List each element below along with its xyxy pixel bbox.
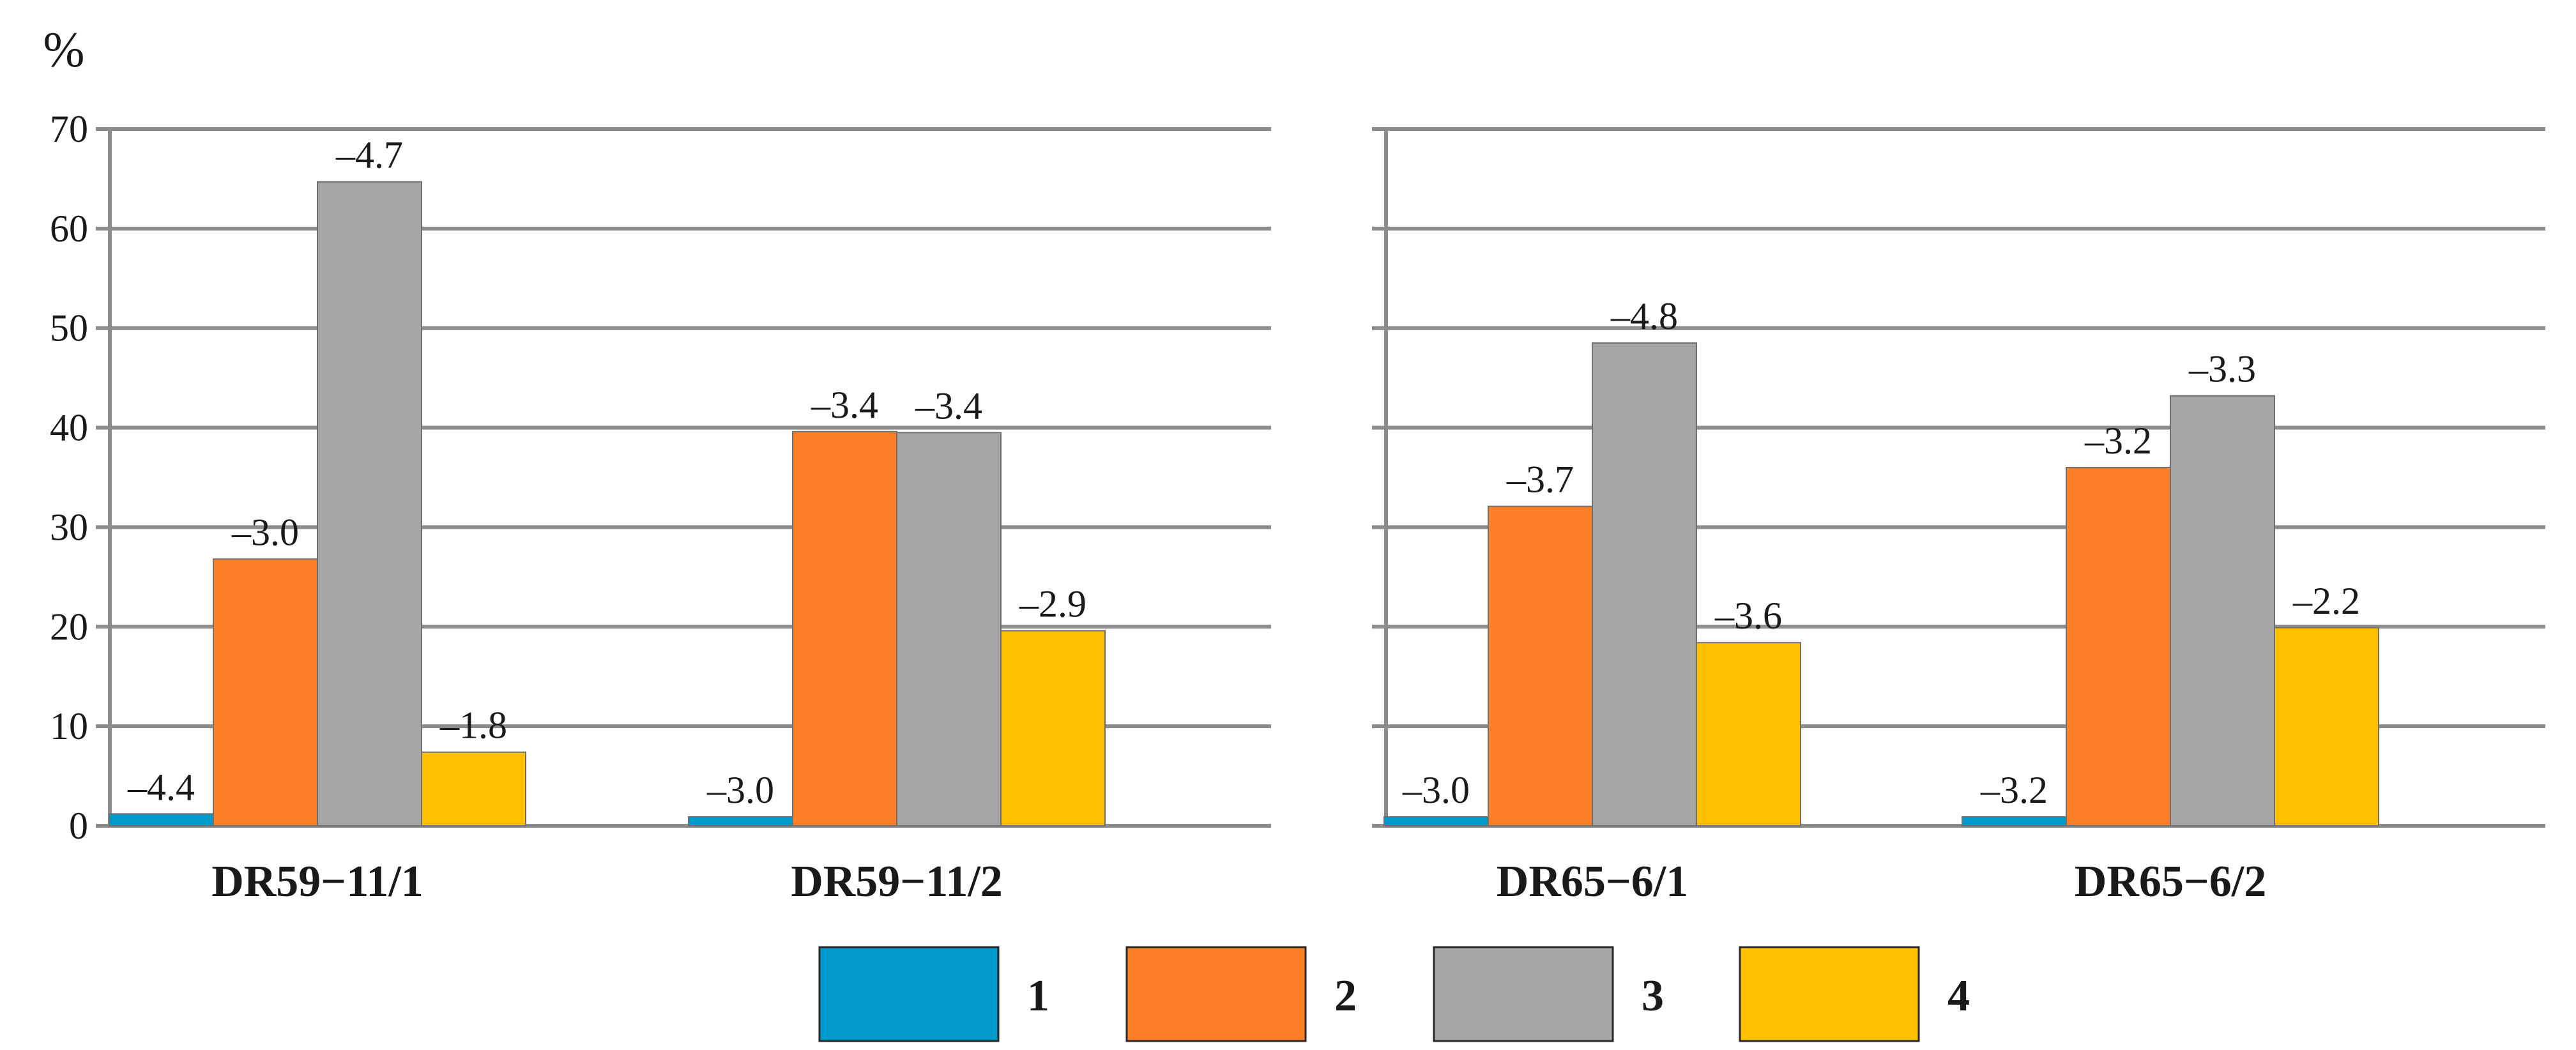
y-tick-label: 0 xyxy=(69,805,88,847)
bar xyxy=(2170,395,2275,826)
legend-swatch xyxy=(1433,946,1614,1042)
bar xyxy=(421,751,526,827)
bar xyxy=(1696,642,1801,826)
legend-swatch xyxy=(1125,946,1307,1042)
y-tick-label: 40 xyxy=(50,407,88,449)
data-label: –3.0 xyxy=(1402,769,1470,811)
data-label: –4.8 xyxy=(1610,295,1678,337)
data-label: –4.4 xyxy=(127,766,195,808)
y-tick-label: 20 xyxy=(50,605,88,648)
data-label: –3.0 xyxy=(706,769,774,811)
bar xyxy=(792,430,897,826)
legend-label: 1 xyxy=(1027,971,1049,1021)
bar xyxy=(317,181,422,826)
data-label: –3.7 xyxy=(1506,459,1574,501)
data-label: –3.0 xyxy=(231,511,299,553)
y-tick-label: 70 xyxy=(50,108,88,150)
category-label: DR65−6/1 xyxy=(1497,857,1688,906)
y-tick-label: 10 xyxy=(50,705,88,747)
y-tick-label: 60 xyxy=(50,208,88,250)
legend-label: 4 xyxy=(1947,971,1970,1021)
chart-panel-right: –3.0 –3.7 –4.8 –3.6 DR65−6/1 –3.2 –3.2 –3.3 –2.2… xyxy=(1372,127,2545,906)
y-tick-label: 50 xyxy=(50,307,88,349)
chart-panel-left: 0 10 20 30 40 50 60 70 –4.4 –3.0 –4.7 –1.8 DR59−11/1… xyxy=(50,108,1271,906)
data-label: –3.6 xyxy=(1714,595,1782,637)
legend-label: 2 xyxy=(1334,971,1357,1021)
bar xyxy=(2066,466,2171,826)
bar xyxy=(1592,342,1697,826)
data-label: –4.7 xyxy=(335,134,403,176)
data-label: –3.3 xyxy=(2188,348,2256,390)
bar xyxy=(896,432,1002,826)
y-tick-label: 30 xyxy=(50,506,88,548)
legend-swatch xyxy=(818,946,1000,1042)
bar xyxy=(1000,630,1106,827)
data-label: –2.2 xyxy=(2292,580,2360,622)
data-label: –3.2 xyxy=(2084,420,2152,462)
data-label: –3.2 xyxy=(1980,769,2048,811)
y-axis-unit-label: % xyxy=(43,22,85,77)
bar xyxy=(1962,816,2067,827)
bar xyxy=(213,558,318,826)
legend: 1 2 3 4 xyxy=(818,946,1970,1042)
category-label: DR65−6/2 xyxy=(2075,857,2266,906)
bar xyxy=(1488,505,1593,826)
data-label: –2.9 xyxy=(1019,583,1086,625)
bar xyxy=(1383,816,1489,827)
bar xyxy=(2274,627,2379,826)
category-label: DR59−11/2 xyxy=(791,857,1003,906)
category-label: DR59−11/1 xyxy=(211,857,423,906)
data-label: –3.4 xyxy=(811,384,878,426)
legend-label: 3 xyxy=(1642,971,1664,1021)
bar xyxy=(109,813,214,826)
legend-swatch xyxy=(1739,946,1920,1042)
data-label: –1.8 xyxy=(439,704,507,747)
data-label: –3.4 xyxy=(915,384,982,427)
bar xyxy=(688,816,793,827)
